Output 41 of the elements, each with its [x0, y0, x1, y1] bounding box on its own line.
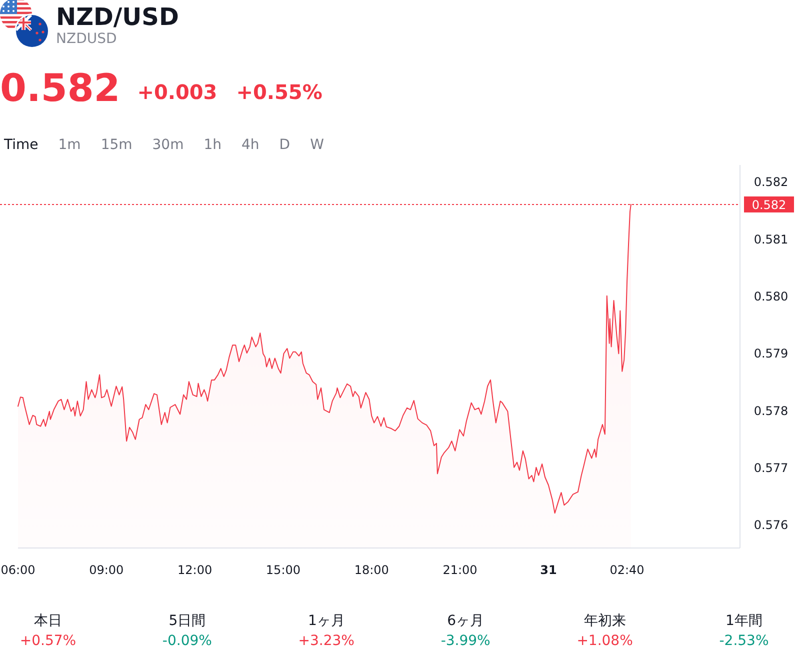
text: +0.57% [20, 633, 76, 649]
x-tick-label: 31 [540, 563, 557, 577]
category-label: 1h [204, 137, 222, 153]
x-tick-label: 21:00 [442, 563, 478, 577]
ref-line-label: 0.582 [744, 196, 794, 212]
x-tick-label: 09:00 [89, 563, 124, 577]
category-label: 15m [100, 137, 132, 153]
category-label: Time [3, 137, 38, 153]
category-label: 1年間 [726, 613, 762, 629]
y-tick-label: 0.582 [754, 175, 788, 190]
category-label: 1m [58, 137, 81, 153]
y-tick-label: 0.580 [754, 289, 788, 304]
text: NZDUSD [56, 31, 117, 47]
category-label: 年初来 [584, 613, 626, 629]
category-label: 5日間 [168, 613, 206, 629]
x-tick-label: 18:00 [354, 563, 389, 577]
category-label: 本日 [34, 613, 62, 629]
text: +3.23% [298, 633, 355, 649]
category-label: 1ヶ月 [308, 613, 345, 629]
text: +1.08% [576, 633, 633, 649]
x-tick-label: 12:00 [178, 563, 212, 577]
text: 0.582 [0, 66, 120, 110]
text: -2.53% [719, 633, 769, 649]
text: NZD/USD [56, 3, 179, 31]
y-tick-label: 0.577 [754, 460, 788, 475]
y-tick-label: 0.579 [754, 346, 788, 361]
category-label: 6ヶ月 [447, 613, 484, 629]
x-tick-label: 06:00 [0, 563, 36, 577]
y-tick-label: 0.581 [754, 232, 788, 246]
category-label: 4h [242, 137, 260, 153]
y-tick-label: 0.576 [754, 518, 788, 532]
x-tick-label: 15:00 [266, 563, 301, 577]
text: +0.55% [236, 80, 322, 104]
text: +0.003 [137, 80, 218, 104]
text: -0.09% [162, 633, 212, 649]
text: -3.99% [440, 633, 490, 649]
y-tick-label: 0.578 [754, 404, 788, 418]
x-tick-label: 02:40 [610, 563, 644, 577]
category-label: D [279, 137, 290, 153]
category-label: W [310, 137, 324, 153]
category-label: 30m [152, 137, 184, 153]
